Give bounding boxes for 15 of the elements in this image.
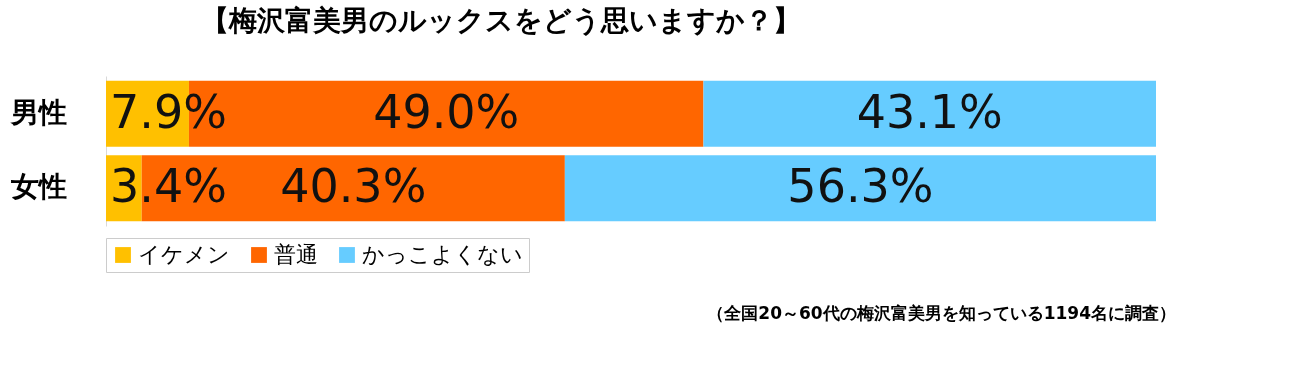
data-label: 40.3% [280,159,427,214]
data-label: 56.3% [787,159,934,214]
data-label: 49.0% [373,84,520,139]
text: （全国20～60代の梅沢富美男を知っている1194名に調査） [707,303,1176,323]
data-label: 3.4% [110,159,227,214]
y-tick-label: 女性 [9,170,67,204]
bar [564,155,1156,222]
legend-label: かっこよくない [362,242,523,267]
data-label: 7.9% [110,84,227,139]
y-tick-label: 男性 [9,95,67,129]
chart-title: 【梅沢富美男のルックスをどう思いますか？】 [201,4,801,37]
legend-label: イケメン [138,242,230,267]
data-label: 43.1% [856,84,1003,139]
bar [703,80,1156,147]
legend-label: 普通 [274,242,318,267]
